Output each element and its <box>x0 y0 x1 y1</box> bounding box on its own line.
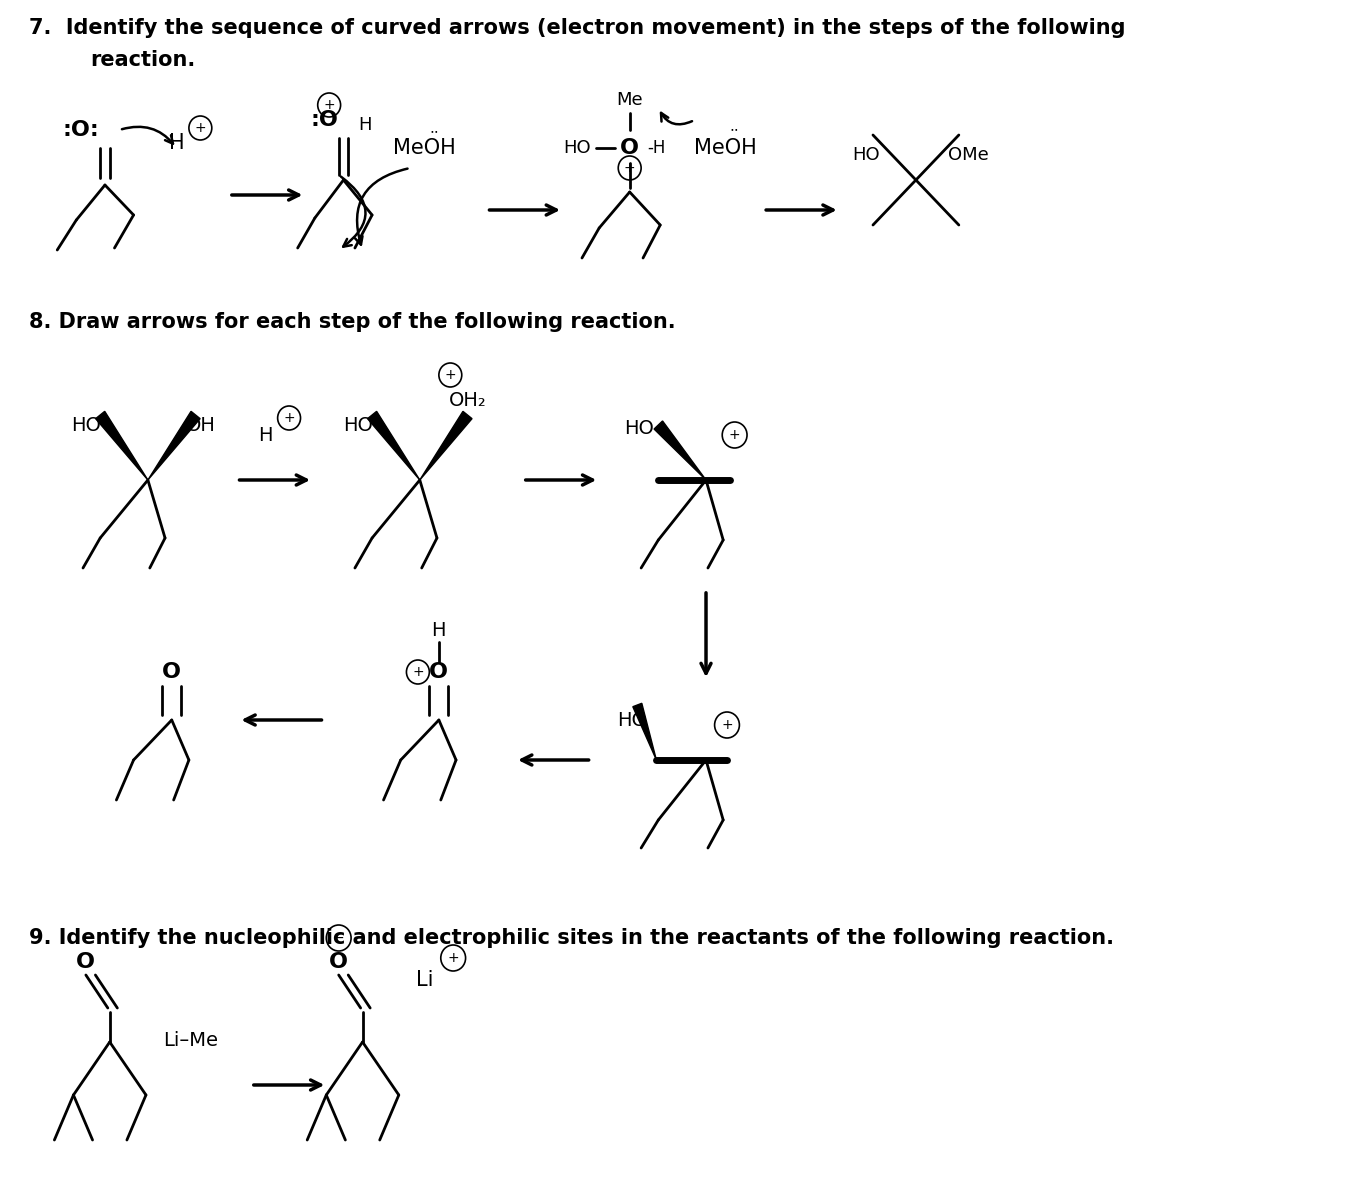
Text: ⋅⋅: ⋅⋅ <box>730 122 739 137</box>
Text: OH: OH <box>186 416 216 435</box>
Text: −: − <box>333 931 345 945</box>
Text: Li–Me: Li–Me <box>164 1030 218 1049</box>
Polygon shape <box>95 411 147 480</box>
Text: +: + <box>195 121 206 135</box>
Text: O: O <box>162 662 181 682</box>
Text: -H: -H <box>647 139 666 157</box>
Text: H: H <box>169 133 184 153</box>
Text: +: + <box>323 98 336 112</box>
Text: OH₂: OH₂ <box>449 391 487 410</box>
Text: :O: :O <box>311 110 338 130</box>
Text: +: + <box>447 951 460 965</box>
Text: HO: HO <box>617 710 647 729</box>
Text: HO: HO <box>563 139 591 157</box>
Polygon shape <box>655 422 707 480</box>
Text: 8. Draw arrows for each step of the following reaction.: 8. Draw arrows for each step of the foll… <box>29 313 675 332</box>
Text: 7.  Identify the sequence of curved arrows (electron movement) in the steps of t: 7. Identify the sequence of curved arrow… <box>29 18 1125 38</box>
Text: OMe: OMe <box>948 146 989 165</box>
Text: HO: HO <box>342 416 372 435</box>
Text: :O:: :O: <box>63 120 100 140</box>
Text: O: O <box>76 952 95 972</box>
Text: MeOH: MeOH <box>393 139 456 157</box>
Polygon shape <box>633 703 656 760</box>
Text: Li: Li <box>416 970 434 990</box>
Text: HO: HO <box>852 146 880 165</box>
Text: +: + <box>284 411 295 425</box>
Text: ⋅⋅: ⋅⋅ <box>430 124 439 140</box>
Text: H: H <box>431 620 446 639</box>
Text: 9. Identify the nucleophilic and electrophilic sites in the reactants of the fol: 9. Identify the nucleophilic and electro… <box>29 928 1113 948</box>
Text: HO: HO <box>625 418 655 438</box>
Text: +: + <box>728 427 741 442</box>
Text: H: H <box>258 425 273 444</box>
Polygon shape <box>147 411 201 480</box>
Text: MeOH: MeOH <box>694 139 757 157</box>
Text: H: H <box>357 116 371 134</box>
Polygon shape <box>420 411 472 480</box>
Text: HO: HO <box>71 416 101 435</box>
Text: Me: Me <box>617 91 642 109</box>
Text: +: + <box>623 161 636 175</box>
Text: O: O <box>621 139 640 157</box>
Text: +: + <box>722 718 732 732</box>
Text: reaction.: reaction. <box>90 50 196 70</box>
Text: +: + <box>412 665 424 678</box>
Polygon shape <box>367 411 420 480</box>
Text: O: O <box>430 662 449 682</box>
Text: O: O <box>329 952 348 972</box>
Text: +: + <box>445 368 456 382</box>
